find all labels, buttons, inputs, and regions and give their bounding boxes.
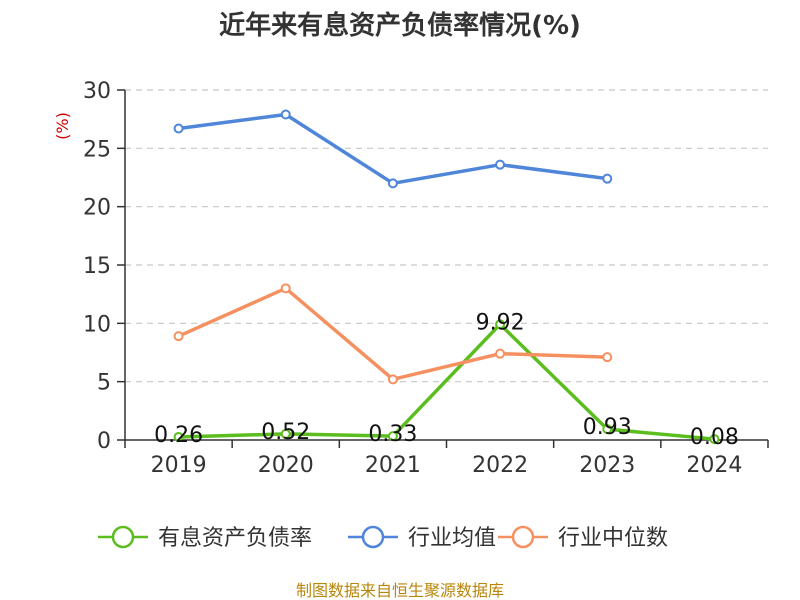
x-tick-label-2024: 2024: [686, 453, 742, 478]
series-0-point-2020[interactable]: [280, 428, 291, 439]
x-tick-label-2022: 2022: [472, 453, 528, 478]
series-layer: [173, 109, 720, 445]
y-tick-label-10: 10: [83, 312, 111, 337]
data-label-2024: 0.08: [690, 425, 739, 450]
y-tick-label-30: 30: [83, 79, 111, 104]
series-0-point-2023[interactable]: [602, 424, 613, 435]
source-note: 制图数据来自恒生聚源数据库: [296, 581, 504, 600]
axes: 0 5 10 15 20 25 30 2019 2020 2021 2022 2023 2024: [83, 79, 769, 478]
series-line-0: [178, 322, 715, 441]
y-tick-label-0: 0: [97, 429, 111, 454]
y-tick-label-5: 5: [97, 371, 111, 396]
legend-item-1[interactable]: 行业均值: [348, 525, 496, 551]
series-2-point-2023[interactable]: [602, 352, 613, 363]
series-1-point-2019[interactable]: [173, 123, 184, 134]
data-label-2020: 0.52: [261, 420, 310, 445]
x-tick-label-2020: 2020: [258, 453, 314, 478]
series-1-point-2023[interactable]: [602, 173, 613, 184]
legend[interactable]: 有息资产负债率 行业均值 行业中位数: [98, 525, 668, 551]
series-1-point-2022[interactable]: [495, 159, 506, 170]
legend-swatch-marker-0: [111, 525, 135, 549]
legend-swatch-marker-2: [511, 525, 535, 549]
x-tick-label-2021: 2021: [365, 453, 421, 478]
data-labels: 0.26 0.52 0.33 9.92 0.93 0.08: [154, 310, 739, 450]
series-0-point-2021[interactable]: [387, 431, 398, 442]
legend-item-2[interactable]: 行业中位数: [498, 525, 668, 551]
series-0-point-2022[interactable]: [495, 319, 506, 330]
legend-label-2: 行业中位数: [558, 526, 668, 551]
legend-swatch-marker-1: [361, 525, 385, 549]
series-0: [173, 319, 720, 445]
legend-label-1: 行业均值: [408, 526, 496, 551]
legend-label-0: 有息资产负债率: [158, 526, 312, 551]
data-label-2019: 0.26: [154, 423, 203, 448]
x-tick-label-2023: 2023: [579, 453, 635, 478]
data-label-2021: 0.33: [368, 422, 417, 447]
grid-lines: [125, 89, 768, 383]
series-1-point-2021[interactable]: [387, 178, 398, 189]
series-2: [173, 283, 613, 385]
x-tick-label-2019: 2019: [151, 453, 207, 478]
data-label-2022: 9.92: [476, 310, 525, 335]
y-tick-label-20: 20: [83, 196, 111, 221]
series-2-point-2022[interactable]: [495, 348, 506, 359]
y-tick-label-15: 15: [83, 254, 111, 279]
chart-title: 近年来有息资产负债率情况(%): [219, 10, 581, 41]
y-tick-label-25: 25: [83, 137, 111, 162]
data-label-2023: 0.93: [583, 415, 632, 440]
series-2-point-2020[interactable]: [280, 283, 291, 294]
series-0-point-2019[interactable]: [173, 431, 184, 442]
series-2-point-2019[interactable]: [173, 331, 184, 342]
series-1-point-2020[interactable]: [280, 109, 291, 120]
series-2-point-2021[interactable]: [387, 374, 398, 385]
series-1: [173, 109, 613, 189]
y-axis-label: (%): [53, 112, 72, 140]
legend-item-0[interactable]: 有息资产负债率: [98, 525, 312, 551]
series-0-point-2024[interactable]: [709, 434, 720, 445]
